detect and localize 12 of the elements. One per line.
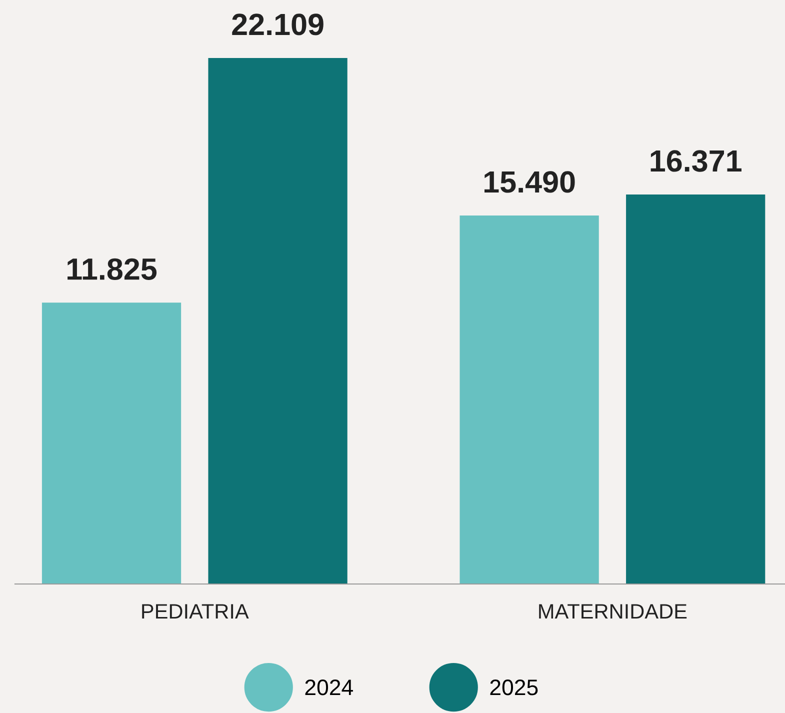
bar	[626, 194, 766, 584]
legend-label: 2024	[305, 680, 353, 696]
x-tick-label: PEDIATRIA	[142, 604, 249, 619]
legend-label: 2025	[490, 680, 538, 696]
data-label: 16.371	[650, 150, 742, 172]
data-label: 22.109	[232, 14, 324, 36]
data-label: 11.825	[68, 258, 157, 280]
bar	[42, 302, 182, 584]
data-label: 15.490	[484, 171, 575, 193]
bar	[208, 58, 348, 584]
x-tick-label: MATERNIDADE	[539, 604, 687, 619]
bar	[460, 215, 599, 584]
